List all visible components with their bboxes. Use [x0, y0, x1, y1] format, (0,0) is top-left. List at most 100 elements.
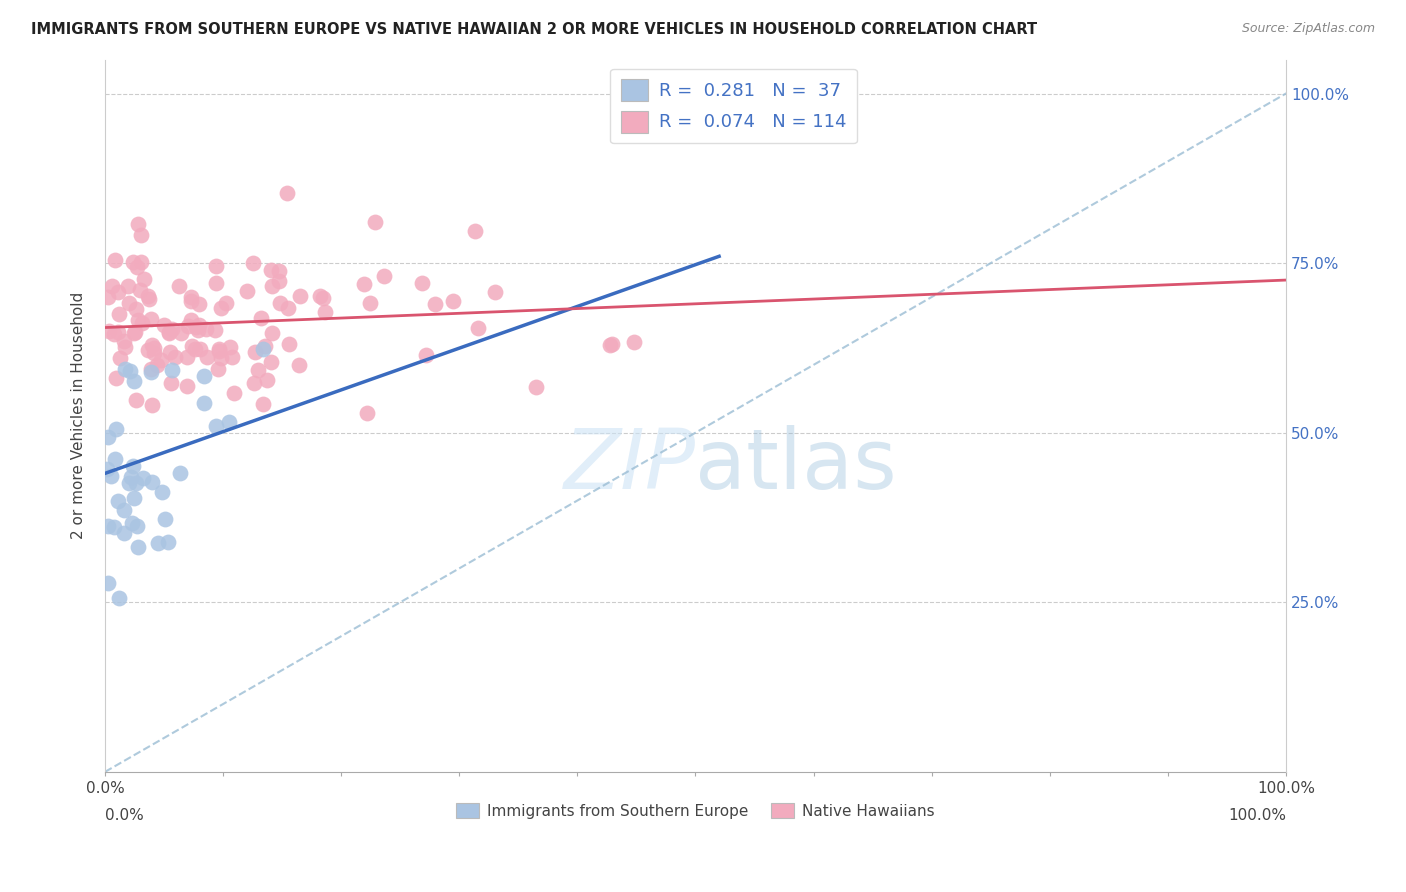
Point: [112, 334, 135, 348]
Legend: Immigrants from Southern Europe, Native Hawaiians: Immigrants from Southern Europe, Native …: [450, 797, 941, 825]
Point: [139, 365, 162, 379]
Point: [141, 398, 163, 412]
Point: [195, 321, 218, 335]
Point: [464, 223, 486, 237]
Point: [108, 351, 131, 365]
Point: [441, 293, 464, 308]
Point: [121, 254, 143, 268]
Point: [218, 416, 240, 430]
Point: [260, 326, 283, 341]
Point: [160, 376, 183, 390]
Point: [122, 374, 145, 388]
Point: [96, 462, 118, 476]
Point: [104, 371, 127, 385]
Point: [107, 307, 129, 321]
Point: [131, 316, 153, 330]
Point: [193, 396, 215, 410]
Point: [97, 576, 120, 591]
Point: [600, 337, 623, 351]
Point: [108, 591, 131, 605]
Point: [256, 373, 278, 387]
Point: [187, 296, 209, 310]
Point: [484, 285, 506, 299]
Point: [242, 256, 264, 270]
Point: [157, 325, 180, 339]
Point: [195, 351, 218, 365]
Point: [107, 285, 129, 300]
Point: [180, 313, 202, 327]
Point: [259, 263, 281, 277]
Point: [142, 346, 165, 360]
Point: [103, 326, 125, 341]
Point: [124, 475, 146, 490]
Point: [122, 458, 145, 473]
Point: [120, 470, 142, 484]
Point: [183, 342, 205, 356]
Point: [277, 337, 299, 351]
Point: [177, 318, 200, 333]
Point: [127, 313, 149, 327]
Point: [104, 421, 127, 435]
Point: [97, 518, 120, 533]
Point: [104, 452, 127, 467]
Point: [138, 292, 160, 306]
Point: [180, 339, 202, 353]
Point: [623, 334, 645, 349]
Point: [118, 296, 141, 310]
Point: [247, 363, 270, 377]
Point: [107, 494, 129, 508]
Point: [276, 186, 298, 201]
Point: [127, 217, 149, 231]
Point: [205, 276, 228, 290]
Point: [312, 291, 335, 305]
Point: [141, 311, 163, 326]
Point: [252, 397, 274, 411]
Text: IMMIGRANTS FROM SOUTHERN EUROPE VS NATIVE HAWAIIAN 2 OR MORE VEHICLES IN HOUSEHO: IMMIGRANTS FROM SOUTHERN EUROPE VS NATIV…: [31, 22, 1038, 37]
Point: [141, 361, 163, 376]
Point: [98, 324, 121, 338]
Point: [599, 338, 621, 352]
Point: [260, 355, 283, 369]
Point: [124, 326, 146, 340]
Point: [157, 326, 180, 340]
Point: [129, 228, 152, 243]
Point: [356, 407, 378, 421]
Point: [103, 520, 125, 534]
Point: [149, 352, 172, 367]
Point: [308, 289, 330, 303]
Point: [288, 289, 311, 303]
Point: [162, 362, 184, 376]
Point: [114, 340, 136, 354]
Point: [204, 323, 226, 337]
Point: [214, 295, 236, 310]
Point: [252, 343, 274, 357]
Point: [188, 342, 211, 356]
Point: [124, 326, 146, 340]
Point: [222, 386, 245, 401]
Point: [208, 342, 231, 356]
Point: [373, 268, 395, 283]
Point: [125, 260, 148, 275]
Point: [121, 516, 143, 530]
Point: [125, 301, 148, 316]
Text: Source: ZipAtlas.com: Source: ZipAtlas.com: [1241, 22, 1375, 36]
Point: [142, 341, 165, 355]
Point: [138, 289, 160, 303]
Point: [193, 369, 215, 384]
Point: [180, 290, 202, 304]
Point: [141, 475, 163, 490]
Point: [415, 348, 437, 362]
Point: [353, 277, 375, 292]
Point: [114, 362, 136, 376]
Point: [112, 525, 135, 540]
Point: [267, 264, 290, 278]
Text: 100.0%: 100.0%: [1227, 808, 1286, 823]
Point: [132, 470, 155, 484]
Point: [314, 304, 336, 318]
Point: [205, 260, 228, 274]
Point: [287, 359, 309, 373]
Point: [209, 351, 232, 365]
Point: [107, 325, 129, 339]
Point: [118, 364, 141, 378]
Point: [101, 278, 124, 293]
